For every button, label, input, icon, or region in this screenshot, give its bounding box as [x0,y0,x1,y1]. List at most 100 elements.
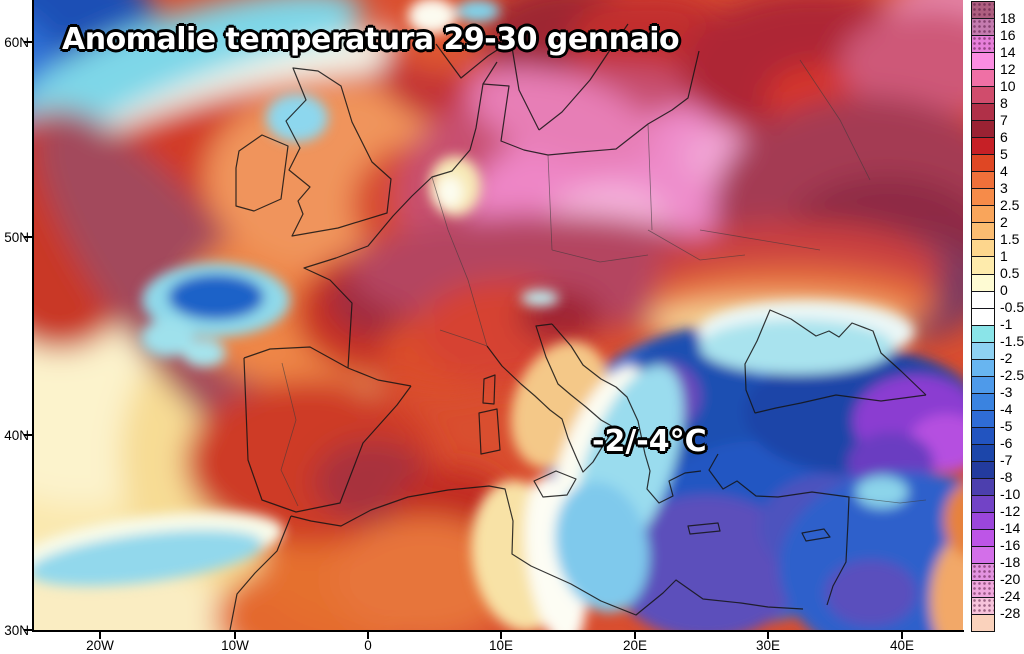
colorbar-segment [972,547,994,565]
lon-tick [901,632,903,639]
lon-label: 0 [364,638,372,653]
colorbar-label: 1.5 [1000,231,1020,247]
colorbar-segment [972,495,994,513]
country-borders-layer [280,59,927,507]
anomaly-blob [437,176,463,208]
lat-label: 40N [4,428,29,443]
colorbar-segment [972,325,994,343]
lon-tick [500,632,502,639]
colorbar-segment [972,376,994,394]
lon-tick [234,632,236,639]
lat-label: 60N [4,35,29,50]
anomaly-blob [182,339,226,367]
colorbar-label: -8 [1000,469,1013,485]
colorbar-segment [972,393,994,411]
anomaly-blob [456,0,500,22]
lon-label: 10W [221,638,249,653]
colorbar-label: 10 [1000,78,1016,94]
colorbar-segment [972,104,994,122]
colorbar-segment [972,189,994,207]
colorbar-segment [972,564,994,582]
colorbar-segment [972,257,994,275]
anomaly-blob [700,320,894,374]
colorbar-label: 1 [1000,248,1008,264]
temperature-annotation: -2/-4°C [592,424,707,459]
colorbar-label: -1.5 [1000,333,1024,349]
colorbar-label: -6 [1000,435,1013,451]
colorbar-segment [972,529,994,547]
colorbar-label: -28 [1000,605,1021,621]
colorbar-segment [972,512,994,530]
lat-label: 30N [4,623,29,638]
anomaly-blob [168,274,264,320]
colorbar-segment [972,206,994,224]
colorbar-label: -18 [1000,554,1021,570]
anomaly-blob [266,94,328,142]
anomaly-blob [408,0,456,34]
lon-label: 30E [755,638,781,653]
colorbar-label: -12 [1000,503,1021,519]
colorbar-segment [972,19,994,37]
lon-tick [99,632,101,639]
lat-tick [24,629,32,631]
anomaly-blob [840,10,963,114]
colorbar [971,1,995,632]
colorbar-label: -0.5 [1000,299,1024,315]
anomaly-blob [467,66,657,168]
colorbar-segment [972,240,994,258]
colorbar-segment [972,53,994,71]
colorbar-segment [972,172,994,190]
anomaly-blob [141,319,195,357]
colorbar-segment [972,155,994,173]
colorbar-segment [972,444,994,462]
colorbar-label: 8 [1000,95,1008,111]
colorbar-label: 6 [1000,129,1008,145]
colorbar-label: -16 [1000,537,1021,553]
colorbar-segment [972,308,994,326]
anomaly-blob [779,471,963,631]
colorbar-segment [972,410,994,428]
colorbar-label: -20 [1000,571,1021,587]
colorbar-segment [972,615,994,632]
colorbar-label: 14 [1000,44,1016,60]
anomaly-blob [825,560,917,626]
colorbar-segment [972,342,994,360]
colorbar-segment [972,36,994,54]
lon-label: 20W [86,638,114,653]
anomaly-blob [333,516,517,631]
colorbar-label: -2 [1000,350,1013,366]
colorbar-segment [972,87,994,105]
colorbar-segment [972,274,994,292]
colorbar-label: -10 [1000,486,1021,502]
colorbar-label: 5 [1000,146,1008,162]
colorbar-label: 16 [1000,27,1016,43]
lat-tick [24,41,32,43]
colorbar-segment [972,2,994,20]
colorbar-label: 2 [1000,214,1008,230]
colorbar-segment [972,121,994,139]
colorbar-label: -3 [1000,384,1013,400]
colorbar-label: -1 [1000,316,1013,332]
anomaly-blob [521,290,559,306]
anomaly-blob [944,484,963,556]
colorbar-label: 0.5 [1000,265,1020,281]
colorbar-label: -5 [1000,418,1013,434]
colorbar-label: -24 [1000,588,1021,604]
colorbar-label: 18 [1000,10,1016,26]
anomaly-blob [856,476,908,508]
colorbar-label: -4 [1000,401,1013,417]
map-title: Anomalie temperatura 29-30 gennaio [62,22,680,57]
colorbar-segment [972,291,994,309]
lon-label: 20E [622,638,648,653]
colorbar-label: 2.5 [1000,197,1020,213]
colorbar-label: -7 [1000,452,1013,468]
anomaly-blob [554,481,650,613]
bottom-axis-line [32,630,964,632]
anomaly-blob [34,530,264,586]
lon-tick [367,632,369,639]
colorbar-segment [972,478,994,496]
colorbar-segment [972,223,994,241]
